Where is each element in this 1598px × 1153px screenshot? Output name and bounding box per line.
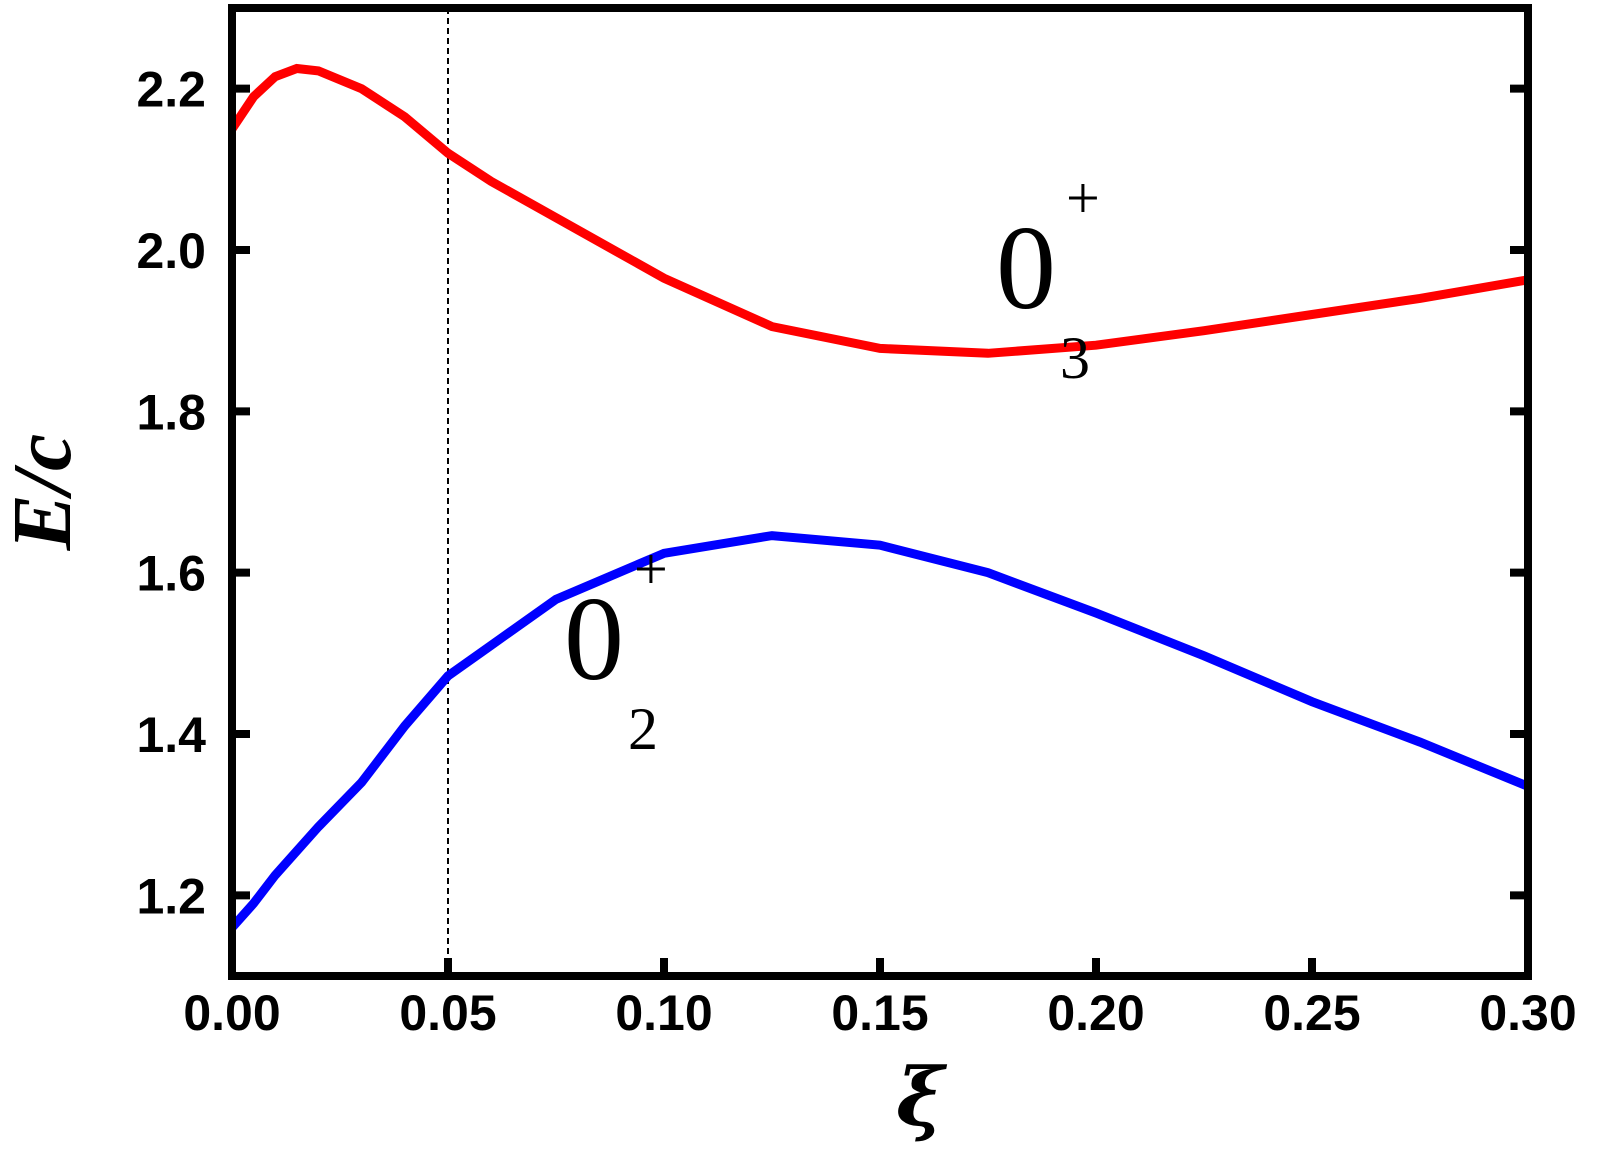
annotation: 0 <box>996 201 1056 334</box>
x-tick-label: 0.25 <box>1263 985 1360 1041</box>
series-line <box>228 531 1530 931</box>
y-tick-label: 2.0 <box>136 223 206 279</box>
annotation: 0 <box>564 572 624 705</box>
plot-frame <box>228 4 1532 980</box>
annotation-sup: + <box>634 536 668 602</box>
y-tick-label: 2.2 <box>136 62 206 118</box>
y-axis-label: E/c <box>0 434 89 552</box>
x-tick-label: 0.05 <box>399 985 496 1041</box>
annotation-sub: 3 <box>1060 325 1090 391</box>
x-tick-label: 0.15 <box>831 985 928 1041</box>
y-tick-label: 1.8 <box>136 384 206 440</box>
x-tick-label: 0.30 <box>1479 985 1576 1041</box>
annotation-sup: + <box>1066 165 1100 231</box>
y-tick-label: 1.4 <box>136 707 206 763</box>
x-tick-label: 0.10 <box>615 985 712 1041</box>
annotation-sub: 2 <box>628 696 658 762</box>
y-tick-label: 1.2 <box>136 868 206 924</box>
y-tick-label: 1.6 <box>136 546 206 602</box>
x-axis-label: ξ <box>896 1050 947 1144</box>
x-tick-label: 0.20 <box>1047 985 1144 1041</box>
x-tick-label: 0.00 <box>183 985 280 1041</box>
series-line <box>228 63 1529 358</box>
